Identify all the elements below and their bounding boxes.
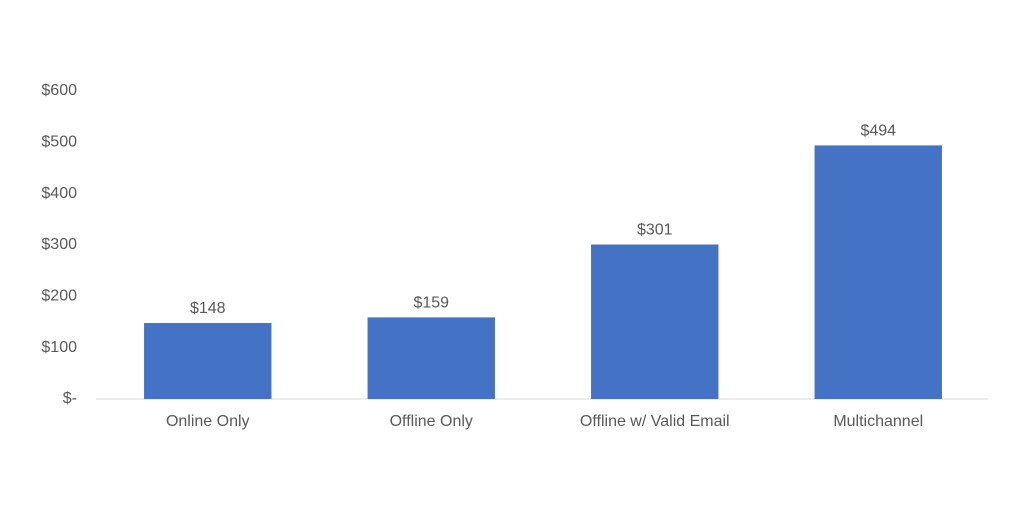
value-label: $301	[637, 222, 673, 239]
x-tick-label: Online Only	[166, 413, 250, 430]
x-tick-label: Multichannel	[833, 413, 923, 430]
y-tick-label: $300	[41, 236, 77, 253]
bar	[367, 317, 495, 399]
y-tick-label: $100	[41, 339, 77, 356]
x-tick-label: Offline Only	[390, 413, 473, 430]
bar	[814, 145, 942, 399]
value-label: $148	[190, 300, 226, 317]
bar	[144, 323, 272, 399]
bar	[591, 244, 719, 399]
x-tick-label: Offline w/ Valid Email	[580, 413, 730, 430]
y-tick-label: $500	[41, 134, 77, 151]
value-label: $494	[860, 123, 896, 140]
y-tick-label: $400	[41, 185, 77, 202]
y-tick-label: $-	[63, 390, 77, 407]
value-label: $159	[413, 295, 449, 312]
y-tick-label: $600	[41, 82, 77, 99]
y-tick-label: $200	[41, 288, 77, 305]
